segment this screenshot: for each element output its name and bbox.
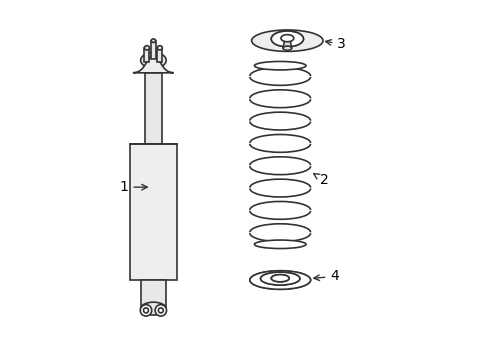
Polygon shape — [151, 41, 155, 59]
Ellipse shape — [271, 275, 288, 282]
Ellipse shape — [140, 305, 151, 316]
Polygon shape — [141, 280, 166, 309]
Polygon shape — [130, 144, 176, 280]
Polygon shape — [145, 73, 161, 144]
Ellipse shape — [271, 275, 288, 282]
Polygon shape — [157, 48, 162, 62]
Text: 2: 2 — [313, 173, 327, 187]
Ellipse shape — [283, 46, 291, 50]
Ellipse shape — [141, 53, 166, 68]
Ellipse shape — [157, 46, 162, 50]
Ellipse shape — [143, 308, 148, 313]
Ellipse shape — [249, 271, 310, 289]
Ellipse shape — [249, 271, 310, 289]
Text: 4: 4 — [313, 269, 338, 283]
Polygon shape — [283, 41, 291, 48]
Ellipse shape — [158, 308, 163, 313]
Ellipse shape — [151, 39, 155, 42]
Ellipse shape — [271, 31, 303, 47]
Ellipse shape — [251, 30, 323, 51]
Ellipse shape — [141, 302, 166, 315]
Polygon shape — [144, 48, 149, 62]
Ellipse shape — [144, 46, 149, 50]
Ellipse shape — [254, 62, 305, 70]
Ellipse shape — [254, 240, 305, 248]
Ellipse shape — [281, 35, 293, 42]
Ellipse shape — [155, 305, 166, 316]
Text: 3: 3 — [325, 37, 346, 51]
Ellipse shape — [260, 272, 299, 285]
Polygon shape — [133, 55, 173, 73]
Ellipse shape — [260, 272, 299, 285]
Ellipse shape — [271, 31, 303, 47]
Text: 1: 1 — [119, 180, 147, 194]
